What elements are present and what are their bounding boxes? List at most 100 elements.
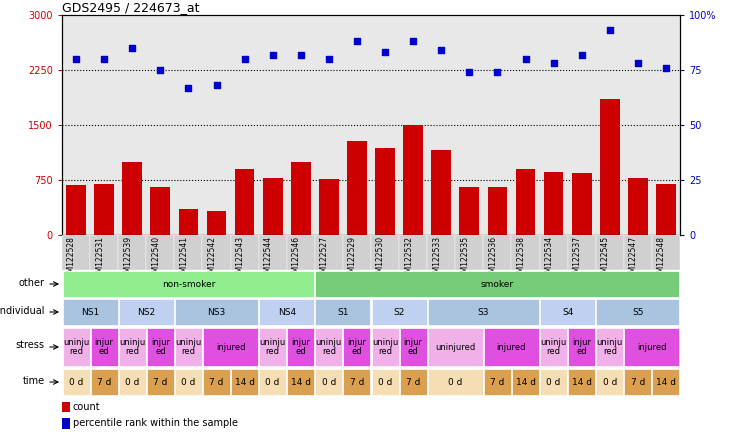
- Bar: [230, 235, 258, 270]
- Point: [98, 56, 110, 63]
- Bar: [484, 328, 539, 366]
- Point: [379, 49, 391, 56]
- Bar: [175, 299, 258, 325]
- Text: individual: individual: [0, 305, 45, 316]
- Bar: [63, 299, 118, 325]
- Text: 14 d: 14 d: [515, 377, 536, 386]
- Point: [632, 60, 644, 67]
- Text: uninju
red: uninju red: [540, 338, 567, 356]
- Text: GSM122532: GSM122532: [404, 236, 413, 282]
- Bar: [628, 178, 648, 235]
- Bar: [624, 369, 651, 395]
- Text: S4: S4: [562, 308, 573, 317]
- Text: GSM122537: GSM122537: [573, 236, 581, 282]
- Bar: [316, 299, 370, 325]
- Text: GDS2495 / 224673_at: GDS2495 / 224673_at: [62, 1, 199, 14]
- Bar: [90, 235, 118, 270]
- Text: NS3: NS3: [208, 308, 226, 317]
- Bar: [66, 185, 86, 235]
- Text: GSM122530: GSM122530: [376, 236, 385, 282]
- Text: count: count: [73, 402, 100, 412]
- Bar: [484, 235, 512, 270]
- Bar: [315, 235, 343, 270]
- Text: NS2: NS2: [137, 308, 155, 317]
- Bar: [344, 328, 370, 366]
- Text: GSM122534: GSM122534: [545, 236, 553, 282]
- Bar: [595, 235, 624, 270]
- Point: [464, 69, 475, 76]
- Text: other: other: [18, 278, 45, 288]
- Bar: [459, 186, 479, 235]
- Bar: [596, 299, 679, 325]
- Text: injur
ed: injur ed: [347, 338, 367, 356]
- Text: GSM122547: GSM122547: [629, 236, 638, 282]
- Bar: [287, 328, 314, 366]
- Bar: [375, 148, 395, 235]
- Text: 0 d: 0 d: [266, 377, 280, 386]
- Text: 0 d: 0 d: [603, 377, 617, 386]
- Bar: [400, 369, 427, 395]
- Point: [183, 84, 194, 91]
- Bar: [456, 235, 484, 270]
- Point: [266, 51, 278, 58]
- Bar: [652, 235, 680, 270]
- Text: smoker: smoker: [481, 280, 514, 289]
- Text: time: time: [23, 376, 45, 385]
- Text: injured: injured: [497, 342, 526, 352]
- Bar: [263, 178, 283, 235]
- Text: injur
ed: injur ed: [403, 338, 422, 356]
- Bar: [150, 187, 170, 235]
- Text: uninju
red: uninju red: [175, 338, 202, 356]
- Point: [520, 56, 531, 63]
- Bar: [400, 328, 427, 366]
- Bar: [568, 369, 595, 395]
- Text: 0 d: 0 d: [181, 377, 196, 386]
- Text: uninju
red: uninju red: [372, 338, 398, 356]
- Text: 7 d: 7 d: [631, 377, 645, 386]
- Point: [210, 82, 222, 89]
- Text: injur
ed: injur ed: [572, 338, 591, 356]
- Text: injur
ed: injur ed: [95, 338, 113, 356]
- Bar: [372, 369, 398, 395]
- Point: [576, 51, 587, 58]
- Text: uninju
red: uninju red: [63, 338, 89, 356]
- Bar: [291, 162, 311, 235]
- Bar: [484, 369, 511, 395]
- Text: 0 d: 0 d: [125, 377, 139, 386]
- Text: GSM122540: GSM122540: [152, 236, 160, 282]
- Bar: [91, 328, 118, 366]
- Bar: [540, 299, 595, 325]
- Text: GSM122531: GSM122531: [95, 236, 104, 282]
- Bar: [202, 235, 230, 270]
- Bar: [516, 169, 535, 235]
- Bar: [403, 125, 423, 235]
- Text: GSM122535: GSM122535: [460, 236, 470, 282]
- Bar: [287, 235, 315, 270]
- Point: [238, 56, 250, 63]
- Text: uninjured: uninjured: [435, 342, 475, 352]
- Bar: [428, 369, 483, 395]
- Bar: [428, 328, 483, 366]
- Bar: [399, 235, 427, 270]
- Text: S2: S2: [394, 308, 405, 317]
- Text: uninju
red: uninju red: [597, 338, 623, 356]
- Text: GSM122536: GSM122536: [489, 236, 498, 282]
- Bar: [316, 328, 342, 366]
- Bar: [118, 328, 146, 366]
- Text: uninju
red: uninju red: [316, 338, 342, 356]
- Bar: [540, 369, 567, 395]
- Text: GSM122544: GSM122544: [263, 236, 272, 282]
- Point: [492, 69, 503, 76]
- Point: [351, 38, 363, 45]
- Text: GSM122527: GSM122527: [320, 236, 329, 282]
- Bar: [512, 235, 539, 270]
- Text: GSM122533: GSM122533: [432, 236, 441, 282]
- Bar: [235, 169, 255, 235]
- Text: 14 d: 14 d: [235, 377, 255, 386]
- Text: 7 d: 7 d: [490, 377, 505, 386]
- Bar: [122, 162, 142, 235]
- Bar: [343, 235, 371, 270]
- Bar: [63, 369, 90, 395]
- Text: injur
ed: injur ed: [151, 338, 170, 356]
- Bar: [316, 369, 342, 395]
